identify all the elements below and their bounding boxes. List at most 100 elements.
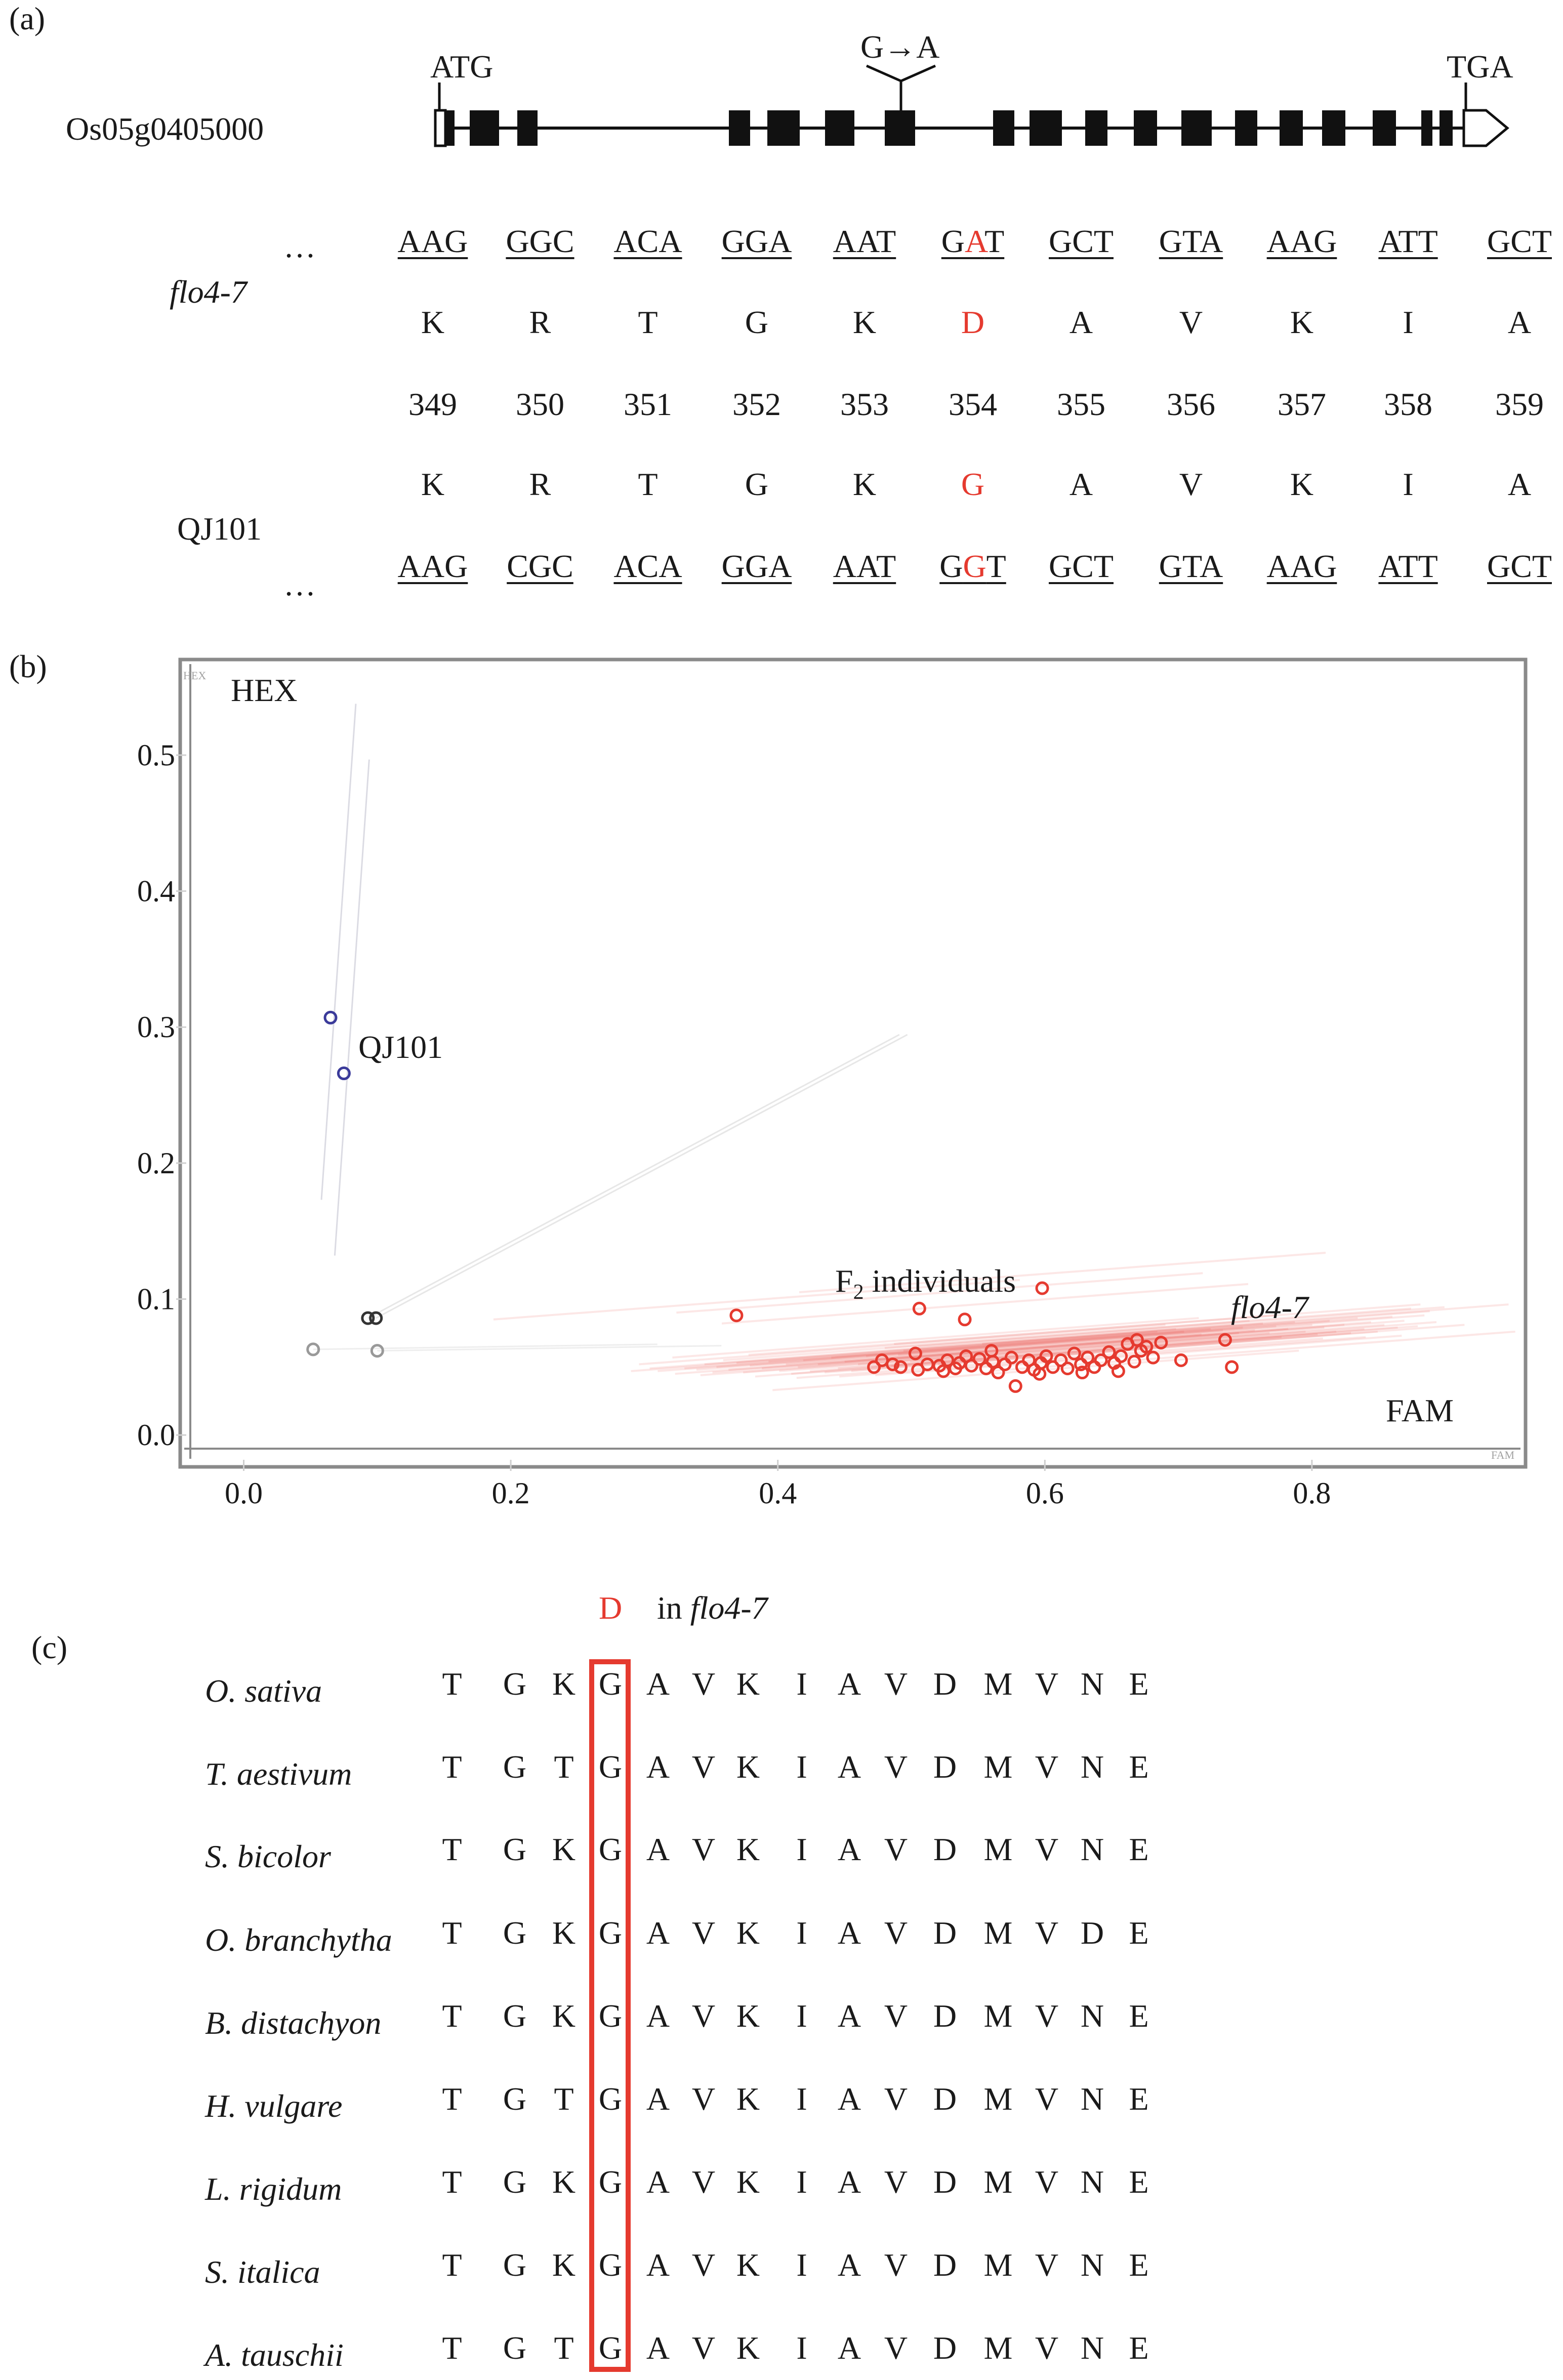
alignment-residue: E [1129, 1831, 1149, 1867]
kinetic-trace [918, 1306, 1445, 1348]
mutant-residue-note: in flo4-7 [657, 1589, 768, 1627]
amino-acid: K [852, 466, 877, 502]
amino-acid: K [421, 466, 445, 502]
x-tick-label: 0.4 [759, 1476, 797, 1510]
alignment-residue: M [983, 1749, 1013, 1785]
kinetic-trace [723, 1320, 1250, 1362]
alignment-residue: V [691, 2164, 716, 2200]
alignment-residue: K [552, 1666, 576, 1702]
species-name: L. rigidum [205, 2171, 342, 2207]
gene-name: Os05g0405000 [66, 111, 264, 147]
data-point [370, 1344, 384, 1358]
alignment-residue: N [1080, 1666, 1104, 1702]
alignment-residue: N [1080, 1998, 1104, 2034]
alignment-residue: G [503, 1831, 527, 1867]
data-point [1081, 1350, 1095, 1365]
codon: ATT [1368, 548, 1449, 585]
alignment-residue: M [983, 1915, 1013, 1951]
data-point [1139, 1340, 1154, 1354]
data-point [1035, 1281, 1049, 1295]
start-codon-label: ATG [430, 49, 493, 85]
alignment-residue: V [691, 2330, 716, 2366]
amino-acid: T [638, 304, 658, 340]
data-point [1075, 1366, 1089, 1380]
codon: GTA [1150, 548, 1231, 585]
x-tick-label: 0.2 [492, 1476, 530, 1510]
codon-text: GCT [1049, 223, 1114, 259]
alignment-residue: A [837, 2247, 861, 2283]
exon [1373, 110, 1396, 146]
kinetic-trace [320, 704, 357, 1200]
codon-text: AAG [397, 223, 468, 259]
alignment-residue: K [736, 1749, 760, 1785]
data-point [1146, 1350, 1160, 1365]
alignment-residue: G [598, 1998, 623, 2034]
codon: GCT [1479, 223, 1560, 260]
exon [1235, 110, 1257, 146]
data-point [991, 1366, 1005, 1380]
alignment-residue: V [1035, 2081, 1059, 2117]
alignment-residue: A [837, 1749, 861, 1785]
data-point [1225, 1360, 1239, 1374]
data-point [1102, 1345, 1116, 1359]
mutant-name: flo4-7 [170, 274, 247, 310]
alignment-residue: K [552, 1915, 576, 1951]
data-point [972, 1352, 986, 1366]
species-name: T. aestivum [205, 1756, 352, 1792]
kinetic-traces [313, 704, 1515, 1391]
kinetic-trace [493, 1279, 1020, 1321]
mutant-residue-label: D [599, 1590, 623, 1626]
codon: AAT [824, 548, 905, 585]
exon [1280, 110, 1303, 146]
codon-text: AAG [397, 548, 468, 584]
alignment-residue: V [884, 1749, 908, 1785]
data-point [1218, 1333, 1232, 1347]
x-tick-label: 0.0 [225, 1476, 263, 1510]
alignment-residue: D [933, 2164, 957, 2200]
alignment-residue: V [884, 2247, 908, 2283]
amino-acid: V [1179, 466, 1203, 502]
alignment-residue: V [884, 1915, 908, 1951]
kinetic-trace [768, 1321, 1295, 1363]
axis-ticks: 0.0 0.2 0.4 0.6 0.8 0.0 0.1 0.2 0.3 0.4 0.5 [137, 738, 1331, 1510]
kinetic-trace [762, 1328, 1289, 1370]
data-point [984, 1344, 999, 1358]
codon: GTA [1150, 223, 1231, 260]
codon-text: GTA [1159, 223, 1223, 259]
alignment-residue: K [552, 1998, 576, 2034]
codon: GGT [932, 548, 1013, 585]
codon-text: GGA [721, 548, 792, 584]
alignment-residue: D [1080, 1915, 1104, 1951]
codon-text: GAT [941, 223, 1005, 259]
amino-acid: R [529, 304, 551, 340]
alignment-residue: T [554, 2330, 574, 2366]
codon: AAG [1261, 223, 1342, 260]
codon: CGC [500, 548, 581, 585]
kinetic-trace [891, 1325, 1418, 1367]
species-name: H. vulgare [205, 2088, 343, 2124]
y-tick-label: 0.0 [137, 1418, 175, 1452]
alignment-residue: E [1129, 1998, 1149, 2034]
alignment-residue: V [1035, 2247, 1059, 2283]
codon-text: GCT [1487, 548, 1552, 584]
ellipsis-top: … [283, 228, 316, 264]
alignment-residue: A [837, 1831, 861, 1867]
data-point [729, 1308, 744, 1323]
kinetic-trace [884, 1307, 1412, 1349]
y-tick-label: 0.3 [137, 1010, 175, 1044]
alignment-residue: V [1035, 1749, 1059, 1785]
alignment-residue: V [691, 1915, 716, 1951]
data-point [1094, 1353, 1108, 1367]
codon-text: GGA [721, 223, 792, 259]
alignment-residue: E [1129, 1749, 1149, 1785]
kinetic-trace [894, 1303, 1421, 1345]
kinetic-trace [938, 1324, 1465, 1366]
alignment-residue: E [1129, 2081, 1149, 2117]
codon: GAT [932, 223, 1013, 260]
x-axis-label: FAM [1386, 1392, 1454, 1428]
data-point [1111, 1364, 1125, 1378]
data-point [886, 1357, 900, 1371]
codon-text: GGT [939, 548, 1006, 584]
codon: AAG [392, 548, 473, 585]
alignment-residue: A [646, 1666, 670, 1702]
